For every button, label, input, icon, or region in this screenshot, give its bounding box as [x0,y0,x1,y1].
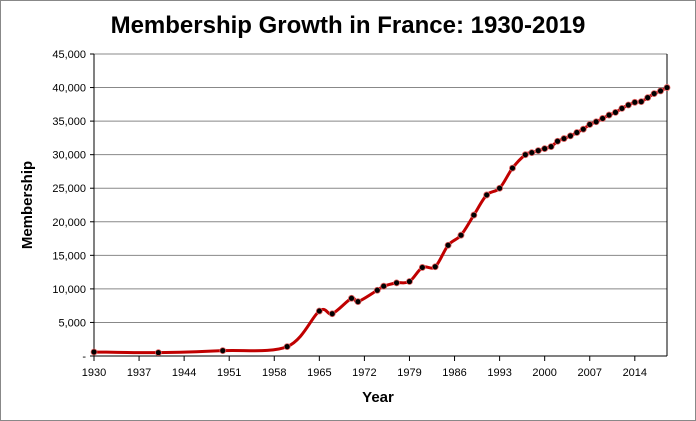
data-point [354,298,362,306]
x-tick-label: 1986 [442,367,466,379]
y-tick-label: 15,000 [52,250,86,262]
data-point [315,307,323,315]
data-point [592,118,600,126]
y-tick-label: 20,000 [52,217,86,229]
x-tick-label: 2014 [623,367,647,379]
data-point [528,149,536,157]
data-point [567,132,574,140]
y-axis-label: Membership [19,161,36,249]
data-point [283,343,291,351]
y-tick-label: - [82,351,86,363]
data-point [496,184,504,192]
data-point [573,129,581,136]
data-point [637,98,645,106]
data-point [457,231,465,239]
data-point [618,104,626,112]
data-point [154,349,162,357]
data-point [328,310,336,318]
data-point [418,264,426,271]
data-point [534,147,542,155]
data-point [509,164,516,172]
x-tick-label: 1965 [307,367,331,379]
y-tick-label: 5,000 [58,317,86,329]
data-point [219,347,227,355]
x-tick-label: 1937 [127,367,151,379]
x-tick-label: 1958 [262,367,286,379]
data-point [348,294,355,302]
data-point [547,143,555,151]
data-point [663,84,671,91]
chart-title: Membership Growth in France: 1930-2019 [111,12,586,39]
data-point [560,135,568,142]
data-point [650,90,658,97]
data-point [541,145,549,153]
data-point [644,94,652,102]
data-point [631,98,639,106]
data-point [444,241,452,249]
y-tick-label: 45,000 [52,49,86,61]
data-point [470,211,478,219]
data-point [483,191,491,199]
y-tick-label: 25,000 [52,183,86,195]
y-tick-label: 35,000 [52,116,86,128]
data-point [431,263,439,271]
data-point [521,151,529,159]
data-point [380,282,388,290]
data-point [90,348,98,356]
y-tick-label: 10,000 [52,284,86,296]
y-tick-label: 30,000 [52,150,86,162]
x-tick-label: 1944 [172,367,196,379]
data-point [605,111,613,119]
x-tick-label: 1951 [217,367,241,379]
data-point [579,125,587,133]
x-tick-label: 2000 [532,367,556,379]
data-point [393,279,400,287]
x-tick-label: 1979 [397,367,421,379]
y-tick-label: 40,000 [52,83,86,95]
data-point [554,137,561,145]
data-point [586,121,594,128]
x-tick-label: 1972 [352,367,376,379]
data-point [373,286,381,294]
x-tick-label: 2007 [577,367,601,379]
data-point [406,278,413,285]
x-axis-label: Year [362,389,394,406]
x-tick-label: 1993 [487,367,511,379]
data-point [599,115,607,122]
data-point [624,101,632,109]
x-tick-label: 1930 [82,367,106,379]
data-point [612,108,619,116]
data-point [657,87,664,95]
